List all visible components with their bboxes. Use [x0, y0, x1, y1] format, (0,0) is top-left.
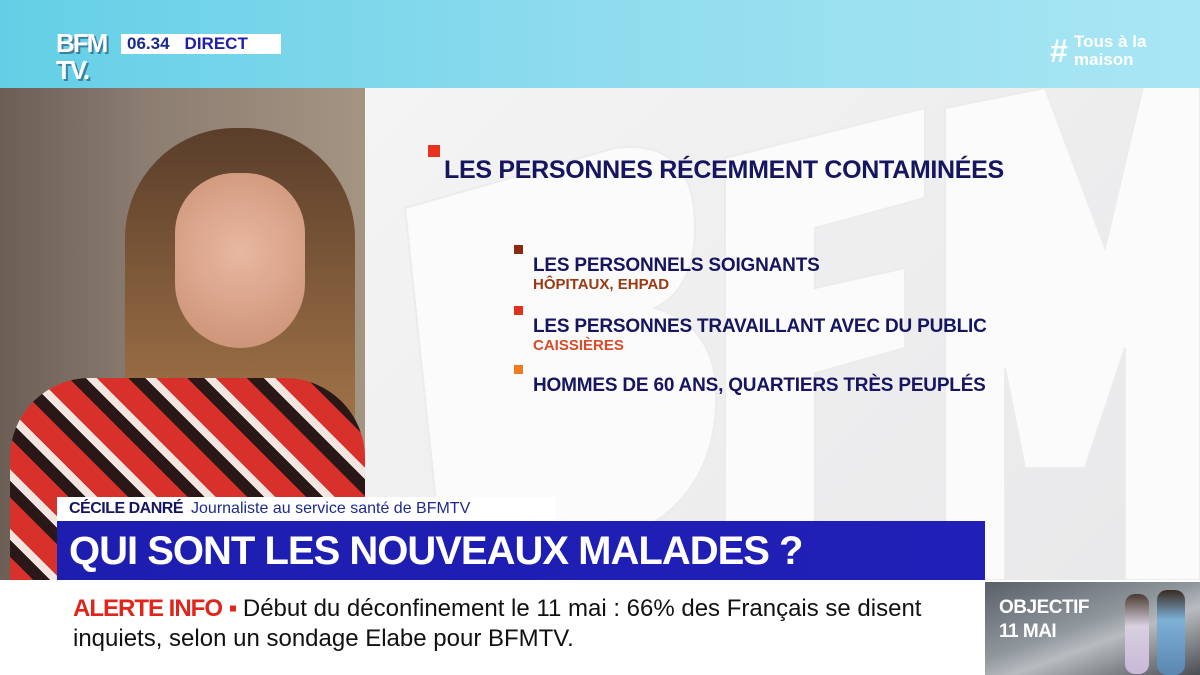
promo-line1: OBJECTIF	[999, 597, 1089, 618]
headline: QUI SONT LES NOUVEAUX MALADES ?	[69, 528, 803, 573]
bfmtv-logo: BFM TV.	[56, 30, 118, 84]
alert-label: ALERTE INFO	[73, 595, 223, 622]
watermark-letter-m	[944, 88, 1200, 580]
watermark-letter-b	[403, 146, 718, 580]
item-label: HOMMES DE 60 ANS, QUARTIERS TRÈS PEUPLÉS	[533, 375, 986, 396]
item-label: LES PERSONNES TRAVAILLANT AVEC DU PUBLIC	[533, 316, 987, 337]
pedestrian-image	[1157, 590, 1185, 675]
person-face	[175, 173, 305, 348]
promo-thumbnail: OBJECTIF 11 MAI	[985, 582, 1200, 675]
headline-bar: QUI SONT LES NOUVEAUX MALADES ?	[57, 521, 985, 580]
clock: 06.34	[127, 34, 170, 53]
speaker-role: Journaliste au service santé de BFMTV	[191, 500, 471, 517]
pedestrian-image	[1125, 594, 1149, 674]
live-label: DIRECT	[184, 34, 248, 53]
promo-line2: 11 MAI	[999, 621, 1057, 642]
logo-line-2: TV.	[56, 55, 90, 85]
info-graphic	[365, 88, 1200, 580]
watermark-letter-f	[724, 106, 926, 580]
logo-line-1: BFM	[56, 28, 108, 58]
hash-icon: #	[1050, 33, 1068, 69]
bullet-marker	[514, 306, 523, 315]
bullet-marker	[514, 365, 523, 374]
separator-icon: ▪	[228, 595, 237, 622]
news-ticker: ALERTE INFO ▪ Début du déconfinement le …	[73, 594, 973, 654]
list-item: HOMMES DE 60 ANS, QUARTIERS TRÈS PEUPLÉS	[514, 365, 986, 396]
ticker-text: Début du déconfinement le 11 mai : 66% d…	[73, 595, 922, 652]
bullet-marker	[514, 245, 523, 254]
list-item: LES PERSONNELS SOIGNANTS HÔPITAUX, EHPAD	[514, 245, 820, 293]
item-label: LES PERSONNELS SOIGNANTS	[533, 255, 820, 276]
clock-box: 06.34 DIRECT	[121, 34, 281, 54]
item-sub: CAISSIÈRES	[533, 337, 624, 354]
graphic-title: LES PERSONNES RÉCEMMENT CONTAMINÉES	[444, 156, 1004, 184]
watermark	[403, 88, 1200, 580]
list-item: LES PERSONNES TRAVAILLANT AVEC DU PUBLIC…	[514, 306, 987, 354]
item-sub: HÔPITAUX, EHPAD	[533, 276, 670, 293]
hashtag-text: Tous à la maison	[1074, 32, 1147, 69]
name-strip: CÉCILE DANRÉ Journaliste au service sant…	[57, 497, 555, 521]
title-marker	[428, 145, 440, 157]
promo-text: OBJECTIF 11 MAI	[999, 596, 1089, 644]
speaker-name: CÉCILE DANRÉ	[69, 500, 184, 517]
